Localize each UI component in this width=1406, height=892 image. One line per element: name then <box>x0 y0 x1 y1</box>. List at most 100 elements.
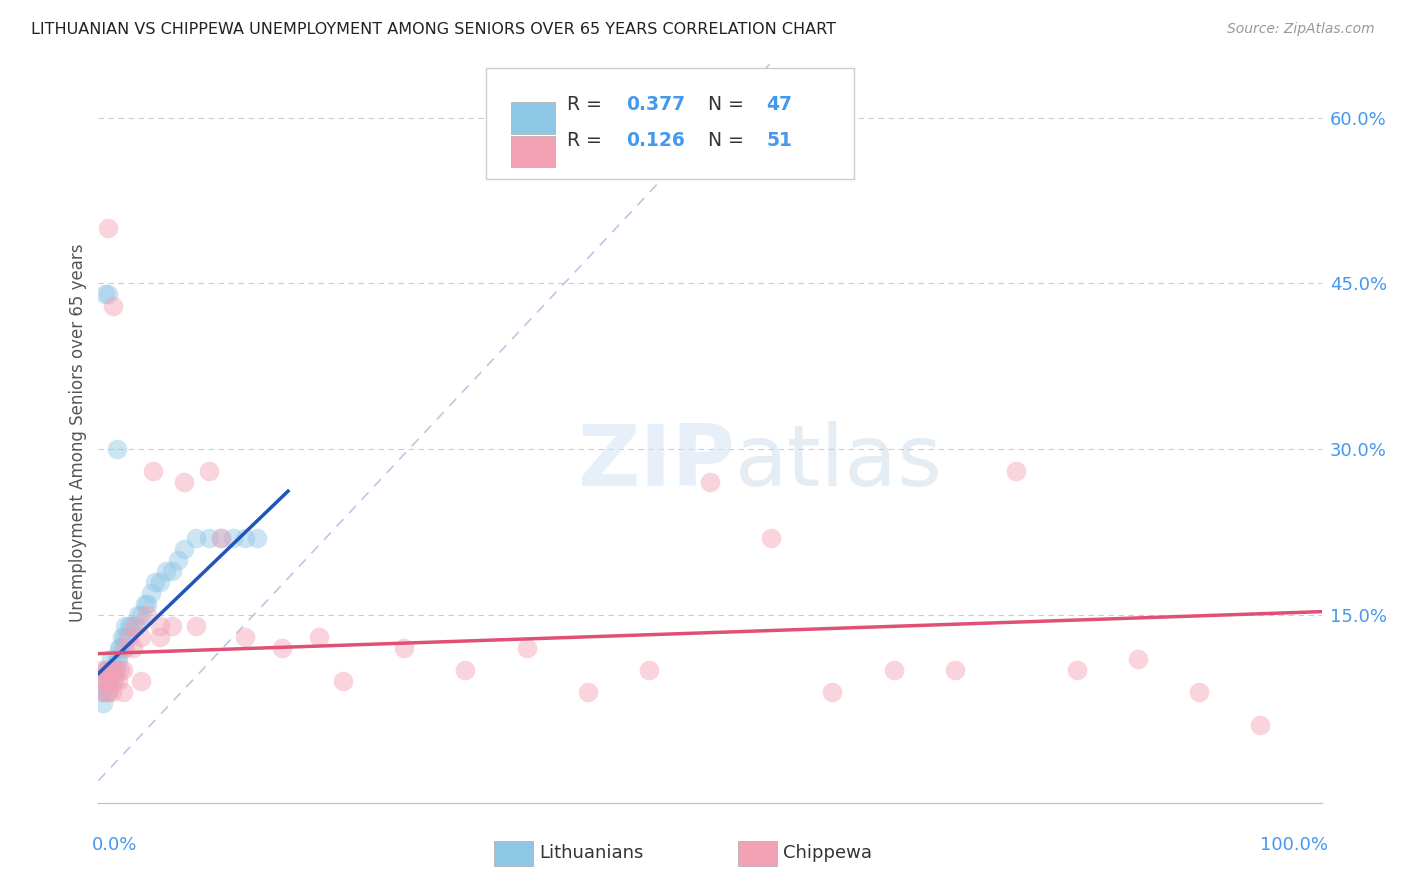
Point <box>124 619 146 633</box>
Point <box>103 674 125 689</box>
Point <box>104 663 127 677</box>
Point <box>107 652 129 666</box>
Point <box>105 652 128 666</box>
Point <box>233 531 256 545</box>
Point <box>1188 685 1211 699</box>
Point <box>761 531 783 545</box>
Point <box>197 531 219 545</box>
Point <box>576 685 599 699</box>
Point <box>96 674 118 689</box>
Point <box>94 674 117 689</box>
Point <box>209 531 232 545</box>
Point <box>93 674 115 689</box>
Point <box>100 663 122 677</box>
Point <box>101 685 124 699</box>
Text: N =: N = <box>707 130 749 150</box>
Point <box>149 574 172 589</box>
Point <box>124 619 146 633</box>
Y-axis label: Unemployment Among Seniors over 65 years: Unemployment Among Seniors over 65 years <box>69 244 87 622</box>
Point <box>134 597 156 611</box>
Point <box>98 674 121 689</box>
Text: atlas: atlas <box>734 421 942 504</box>
Point <box>114 619 136 633</box>
Point <box>97 287 120 301</box>
Point <box>821 685 844 699</box>
Text: R =: R = <box>567 130 607 150</box>
Point <box>1066 663 1088 677</box>
Point <box>186 531 208 545</box>
Point <box>94 685 117 699</box>
Point <box>108 641 131 656</box>
Text: 51: 51 <box>766 130 792 150</box>
Point <box>392 641 416 656</box>
Point <box>91 663 114 677</box>
Text: 0.0%: 0.0% <box>93 836 138 855</box>
FancyBboxPatch shape <box>486 68 855 179</box>
Point <box>96 663 118 677</box>
Point <box>246 531 269 545</box>
Point <box>167 552 190 566</box>
Text: ZIP: ZIP <box>576 421 734 504</box>
Text: 0.126: 0.126 <box>626 130 685 150</box>
Point <box>118 619 141 633</box>
Point <box>143 574 166 589</box>
Point <box>308 630 330 644</box>
Point <box>101 663 124 677</box>
Point <box>100 652 122 666</box>
Point <box>111 630 134 644</box>
Point <box>111 641 134 656</box>
Point <box>114 641 136 656</box>
Point <box>943 663 966 677</box>
Point <box>270 641 294 656</box>
Point <box>105 442 128 457</box>
Text: Chippewa: Chippewa <box>783 844 873 863</box>
Point <box>111 685 134 699</box>
Point <box>1249 718 1271 732</box>
Point <box>515 641 537 656</box>
Point <box>100 663 122 677</box>
Point <box>97 221 120 235</box>
Point <box>96 663 118 677</box>
Text: Lithuanians: Lithuanians <box>538 844 643 863</box>
Point <box>222 531 245 545</box>
FancyBboxPatch shape <box>510 136 555 167</box>
Point <box>197 464 219 478</box>
Point <box>91 685 114 699</box>
Point <box>1128 652 1150 666</box>
Point <box>209 531 232 545</box>
Point <box>120 619 142 633</box>
Point <box>93 663 115 677</box>
Point <box>97 685 120 699</box>
Point <box>112 630 135 644</box>
Text: 100.0%: 100.0% <box>1260 836 1327 855</box>
Point <box>142 464 165 478</box>
Text: LITHUANIAN VS CHIPPEWA UNEMPLOYMENT AMONG SENIORS OVER 65 YEARS CORRELATION CHAR: LITHUANIAN VS CHIPPEWA UNEMPLOYMENT AMON… <box>31 22 837 37</box>
Point <box>111 663 134 677</box>
Point <box>332 674 354 689</box>
Text: 47: 47 <box>766 95 793 114</box>
Point <box>91 685 114 699</box>
Point <box>118 630 141 644</box>
Point <box>93 287 115 301</box>
Point <box>173 541 195 556</box>
Point <box>233 630 256 644</box>
Point <box>173 475 195 490</box>
Text: Source: ZipAtlas.com: Source: ZipAtlas.com <box>1227 22 1375 37</box>
Point <box>115 630 138 644</box>
Point <box>101 674 124 689</box>
Point <box>129 630 152 644</box>
Point <box>104 663 127 677</box>
Point <box>101 299 124 313</box>
Point <box>454 663 477 677</box>
Point <box>127 607 149 622</box>
Point <box>93 674 115 689</box>
Point <box>101 663 124 677</box>
FancyBboxPatch shape <box>738 840 778 866</box>
Point <box>97 685 120 699</box>
FancyBboxPatch shape <box>510 103 555 134</box>
Point <box>1004 464 1026 478</box>
Point <box>91 697 114 711</box>
Point <box>637 663 661 677</box>
Point <box>121 641 143 656</box>
Point <box>155 564 177 578</box>
